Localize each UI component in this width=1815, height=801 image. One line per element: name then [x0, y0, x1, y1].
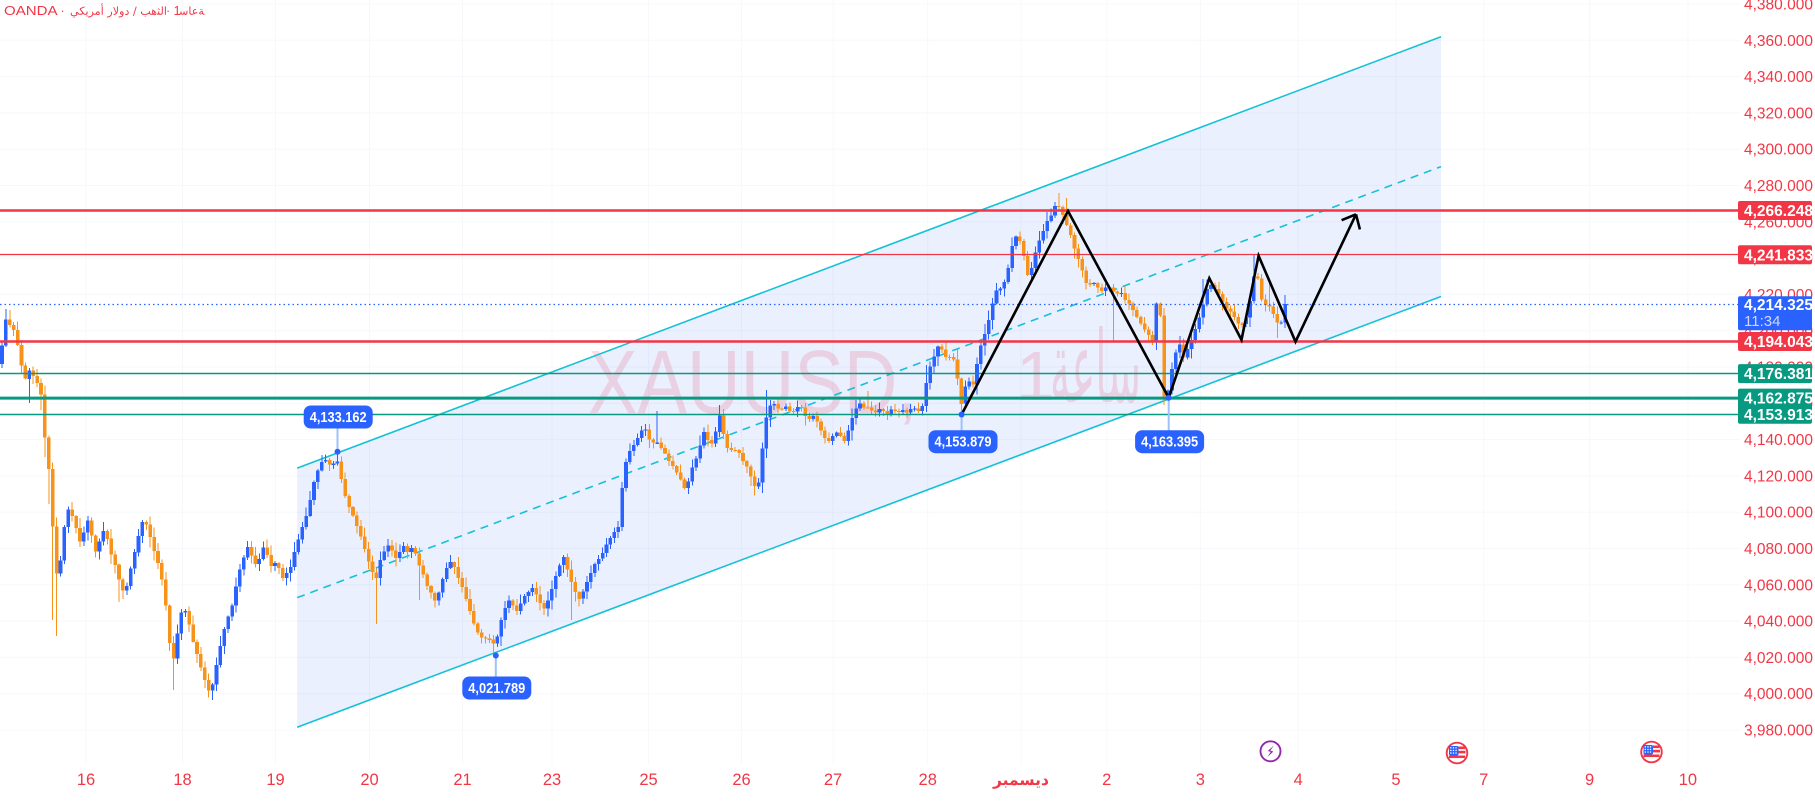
svg-text:4,153.879: 4,153.879 — [935, 435, 992, 451]
svg-text:4,340.000: 4,340.000 — [1744, 69, 1813, 86]
svg-text:4,241.833: 4,241.833 — [1744, 247, 1813, 264]
svg-text:26: 26 — [732, 771, 750, 789]
svg-text:20: 20 — [360, 771, 378, 789]
svg-text:4,280.000: 4,280.000 — [1744, 178, 1813, 195]
svg-text:4,120.000: 4,120.000 — [1744, 468, 1813, 485]
svg-text:4,100.000: 4,100.000 — [1744, 505, 1813, 522]
svg-text:1: 1 — [1016, 337, 1055, 415]
svg-text:5: 5 — [1391, 771, 1400, 789]
svg-text:16: 16 — [77, 771, 95, 789]
svg-text:23: 23 — [543, 771, 561, 789]
svg-text:18: 18 — [173, 771, 191, 789]
svg-text:4,380.000: 4,380.000 — [1744, 0, 1813, 14]
svg-text:4: 4 — [1294, 771, 1303, 789]
svg-text:4,060.000: 4,060.000 — [1744, 577, 1813, 594]
svg-text:4,300.000: 4,300.000 — [1744, 142, 1813, 159]
svg-text:3,980.000: 3,980.000 — [1744, 723, 1813, 740]
svg-text:4,040.000: 4,040.000 — [1744, 614, 1813, 631]
svg-text:4,080.000: 4,080.000 — [1744, 541, 1813, 558]
svg-text:28: 28 — [919, 771, 937, 789]
svg-text:11:34: 11:34 — [1744, 313, 1780, 330]
svg-text:4,320.000: 4,320.000 — [1744, 105, 1813, 122]
svg-text:4,140.000: 4,140.000 — [1744, 432, 1813, 449]
svg-text:2: 2 — [1102, 771, 1111, 789]
svg-text:4,163.395: 4,163.395 — [1141, 435, 1198, 451]
svg-text:3: 3 — [1196, 771, 1205, 789]
svg-text:19: 19 — [266, 771, 284, 789]
svg-text:4,021.789: 4,021.789 — [468, 681, 525, 697]
svg-text:4,162.875: 4,162.875 — [1744, 391, 1813, 408]
svg-text:4,360.000: 4,360.000 — [1744, 33, 1813, 50]
svg-text:4,020.000: 4,020.000 — [1744, 650, 1813, 667]
svg-text:4,153.913: 4,153.913 — [1744, 407, 1813, 424]
svg-text:4,266.248: 4,266.248 — [1744, 203, 1813, 220]
svg-text:OANDA: OANDA — [4, 4, 58, 18]
svg-text:27: 27 — [824, 771, 842, 789]
svg-text:4,214.325: 4,214.325 — [1744, 297, 1813, 314]
svg-text:4,000.000: 4,000.000 — [1744, 686, 1813, 703]
svg-text:XAUUSD,: XAUUSD, — [588, 333, 918, 433]
svg-text:4,133.162: 4,133.162 — [310, 410, 367, 426]
svg-text:21: 21 — [453, 771, 471, 789]
svg-text:4,194.043: 4,194.043 — [1744, 334, 1813, 351]
svg-text:· 1: · 1 — [166, 4, 181, 18]
svg-text:10: 10 — [1679, 771, 1697, 789]
svg-text:·: · — [61, 4, 65, 18]
svg-text:25: 25 — [639, 771, 657, 789]
svg-text:9: 9 — [1585, 771, 1594, 789]
svg-text:4,176.381: 4,176.381 — [1744, 366, 1813, 383]
svg-text:7: 7 — [1479, 771, 1488, 789]
